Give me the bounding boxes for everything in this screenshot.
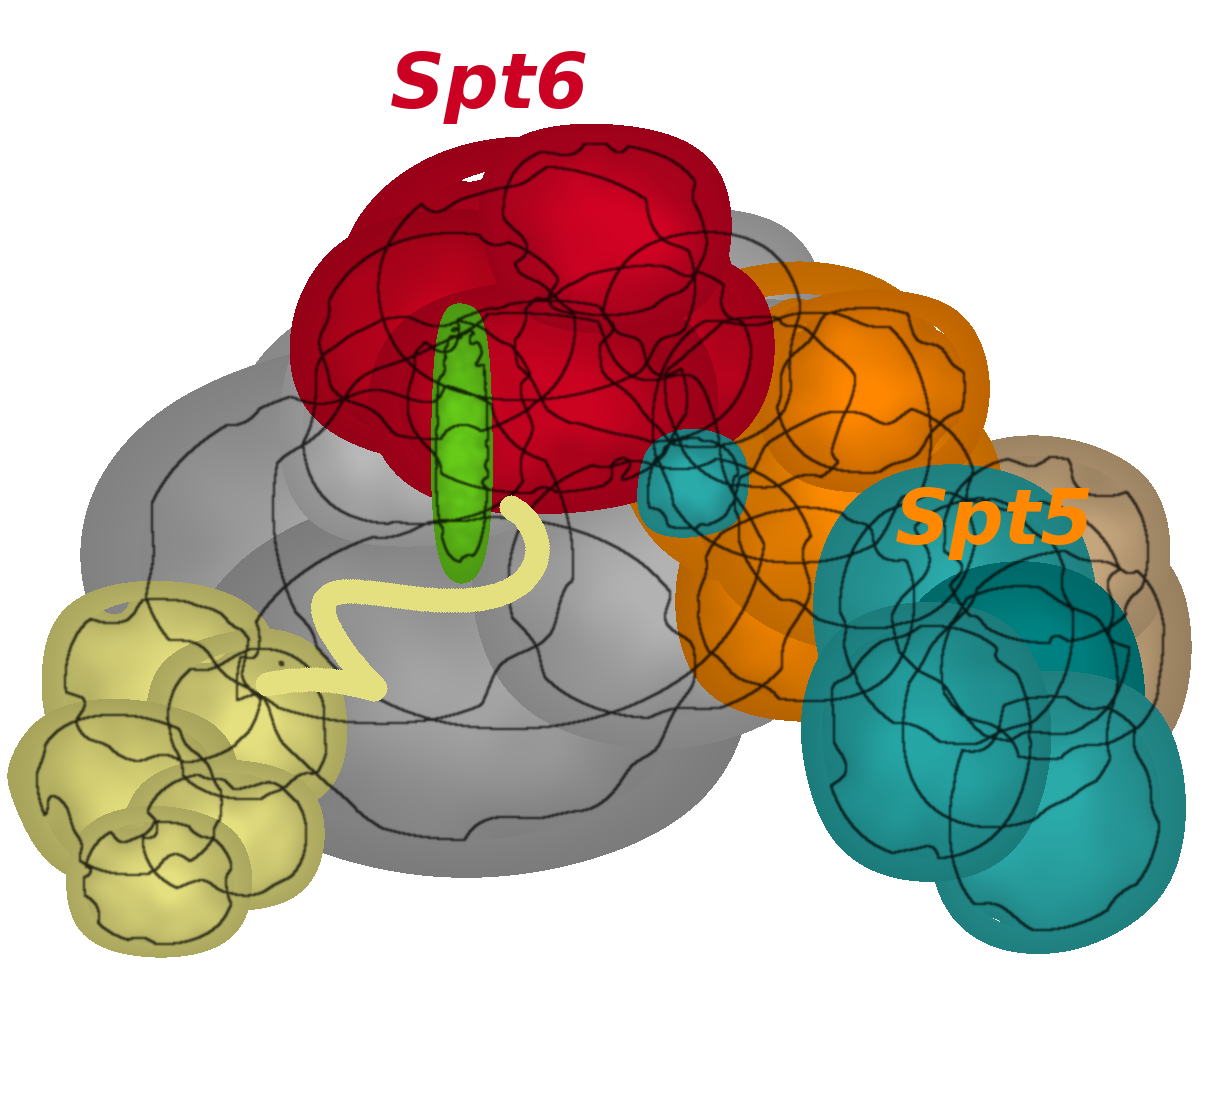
Text: Spt5: Spt5 [895, 486, 1095, 560]
Text: Spt6: Spt6 [390, 50, 590, 124]
